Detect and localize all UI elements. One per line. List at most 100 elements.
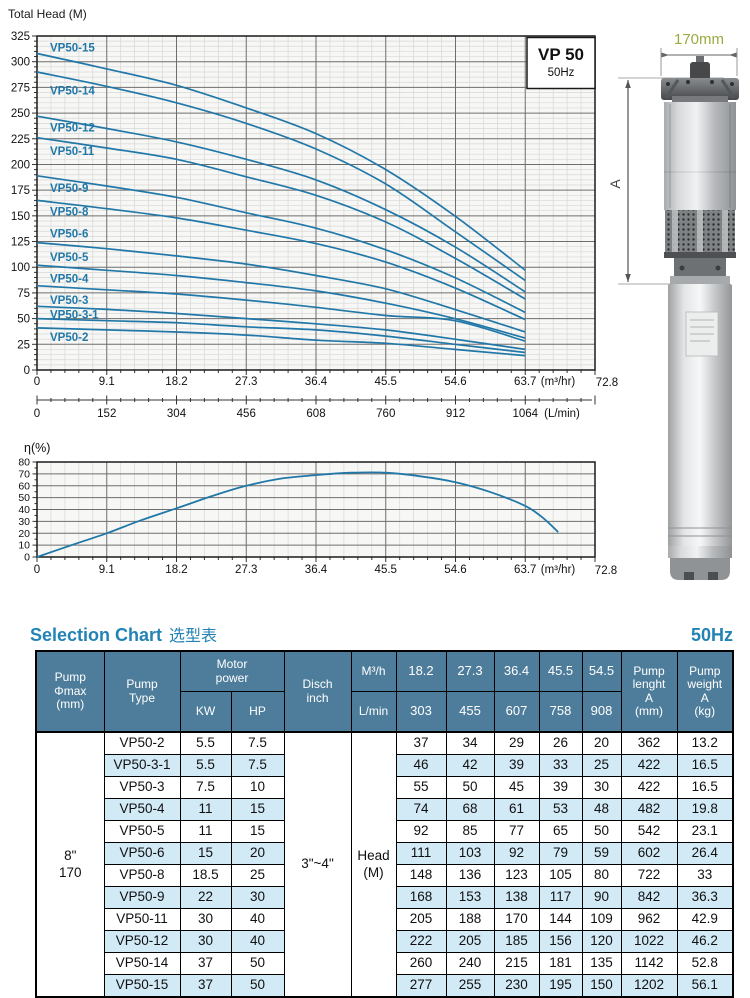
cell-kw: 5.5	[179, 754, 232, 777]
col-header-lmin-5: 908	[581, 691, 622, 733]
svg-text:456: 456	[237, 408, 256, 420]
cell-pump-type: VP50-4	[103, 798, 181, 821]
svg-text:10: 10	[18, 540, 30, 552]
cell-kw: 5.5	[179, 731, 232, 755]
cell-head-3: 144	[538, 908, 583, 931]
head-performance-chart: VP50-15 VP50-14 VP50-12 VP50-11 VP50-9 VP50-8…	[11, 31, 618, 420]
svg-text:50: 50	[18, 492, 30, 504]
table-row: VP50-12 30 40 222 205 185 156 120 1022 46.2	[36, 930, 734, 953]
svg-text:36.4: 36.4	[305, 564, 328, 576]
table-row: 8" 170 VP50-2 5.5 7.5 3"~4" Head (M) 37 34 29 26 2…	[35, 731, 734, 998]
selection-chart-title-en: Selection Chart	[30, 625, 163, 645]
svg-text:0: 0	[24, 552, 30, 564]
svg-text:VP50-6: VP50-6	[50, 228, 88, 240]
table-row: VP50-9 22 30 168 153 138 117 90 842 36.3	[36, 886, 734, 909]
col-header-m3h: M³/h	[350, 650, 397, 692]
cell-head-2: 61	[493, 798, 540, 821]
svg-text:(m³/hr): (m³/hr)	[541, 376, 576, 388]
svg-text:VP50-15: VP50-15	[50, 42, 95, 54]
cell-head-3: 195	[538, 974, 583, 998]
col-header-lmin-3: 607	[493, 691, 540, 733]
cell-pump-type: VP50-5	[103, 820, 181, 843]
svg-text:36.4: 36.4	[305, 376, 328, 388]
table-row: VP50-11 30 40 205 188 170 144 109 962 42.9	[36, 908, 734, 931]
pump-body	[661, 56, 739, 580]
cell-pump-weight: 33	[676, 864, 734, 887]
svg-text:(m³/hr): (m³/hr)	[541, 564, 576, 576]
cell-head-3: 117	[538, 886, 583, 909]
cell-head-1: 85	[445, 820, 495, 843]
svg-text:(L/min): (L/min)	[544, 408, 580, 420]
cell-head-2: 138	[493, 886, 540, 909]
cell-pump-weight: 42.9	[676, 908, 734, 931]
svg-text:75: 75	[17, 288, 30, 300]
col-header-lmin-2: 455	[445, 691, 495, 733]
cell-head-1: 68	[445, 798, 495, 821]
cell-head-0: 205	[395, 908, 447, 931]
cell-hp: 15	[230, 820, 285, 843]
cell-pump-type: VP50-14	[103, 952, 181, 975]
cell-kw: 30	[179, 908, 232, 931]
svg-text:30: 30	[18, 516, 30, 528]
svg-text:760: 760	[376, 408, 395, 420]
cell-pump-length: 1142	[620, 952, 678, 975]
cell-pump-length: 362	[620, 731, 678, 755]
selection-chart-title-cn: 选型表	[169, 628, 218, 645]
cell-pump-weight: 56.1	[676, 974, 734, 998]
cell-kw: 15	[179, 842, 232, 865]
svg-text:54.6: 54.6	[444, 376, 466, 388]
cell-head-0: 92	[395, 820, 447, 843]
cell-head-0: 222	[395, 930, 447, 953]
cell-head-4: 48	[581, 798, 622, 821]
col-header-pump-type: Pump Type	[103, 650, 181, 733]
cell-head-4: 25	[581, 754, 622, 777]
cell-head-4: 59	[581, 842, 622, 865]
cell-pump-type: VP50-15	[103, 974, 181, 998]
cell-kw: 11	[179, 820, 232, 843]
table-row: VP50-3-1 5.5 7.5 46 42 39 33 25 422 16.5	[36, 754, 734, 777]
svg-text:18.2: 18.2	[165, 376, 187, 388]
svg-text:54.6: 54.6	[444, 564, 466, 576]
cell-hp: 30	[230, 886, 285, 909]
svg-text:20: 20	[18, 528, 30, 540]
col-header-lmin: L/min	[350, 691, 397, 733]
cell-head-4: 30	[581, 776, 622, 799]
cell-pump-type: VP50-3	[103, 776, 181, 799]
cell-kw: 11	[179, 798, 232, 821]
cell-head-1: 205	[445, 930, 495, 953]
cell-pump-weight: 13.2	[676, 731, 734, 755]
svg-text:VP50-14: VP50-14	[50, 85, 95, 97]
cell-pump-weight: 19.8	[676, 798, 734, 821]
svg-text:40: 40	[18, 504, 30, 516]
selection-table: Pump Φmax (mm) Pump Type Motor power Dis…	[35, 650, 734, 998]
svg-text:152: 152	[97, 408, 116, 420]
cell-head-1: 153	[445, 886, 495, 909]
svg-text:63.7: 63.7	[514, 564, 536, 576]
cell-head-4: 135	[581, 952, 622, 975]
cell-head-3: 105	[538, 864, 583, 887]
cell-pump-length: 422	[620, 754, 678, 777]
col-header-flow-1: 18.2	[395, 650, 447, 692]
cell-head-2: 170	[493, 908, 540, 931]
cell-head-1: 42	[445, 754, 495, 777]
svg-text:72.8: 72.8	[595, 565, 617, 577]
svg-text:0: 0	[34, 408, 40, 420]
head-chart-y-axis-title: Total Head (M)	[8, 7, 87, 21]
pump-width-dimension-label: 170mm	[674, 31, 724, 48]
cell-pump-weight: 36.3	[676, 886, 734, 909]
cell-head-1: 188	[445, 908, 495, 931]
svg-text:250: 250	[11, 108, 30, 120]
col-header-lmin-1: 303	[395, 691, 447, 733]
cell-head-2: 215	[493, 952, 540, 975]
cell-hp: 40	[230, 930, 285, 953]
svg-text:0: 0	[34, 376, 40, 388]
svg-text:25: 25	[17, 339, 30, 351]
cell-kw: 30	[179, 930, 232, 953]
svg-text:60: 60	[18, 480, 30, 492]
cell-pump-weight: 16.5	[676, 754, 734, 777]
svg-text:50: 50	[17, 314, 30, 326]
cell-hp: 40	[230, 908, 285, 931]
cell-pump-length: 842	[620, 886, 678, 909]
svg-text:175: 175	[11, 185, 30, 197]
